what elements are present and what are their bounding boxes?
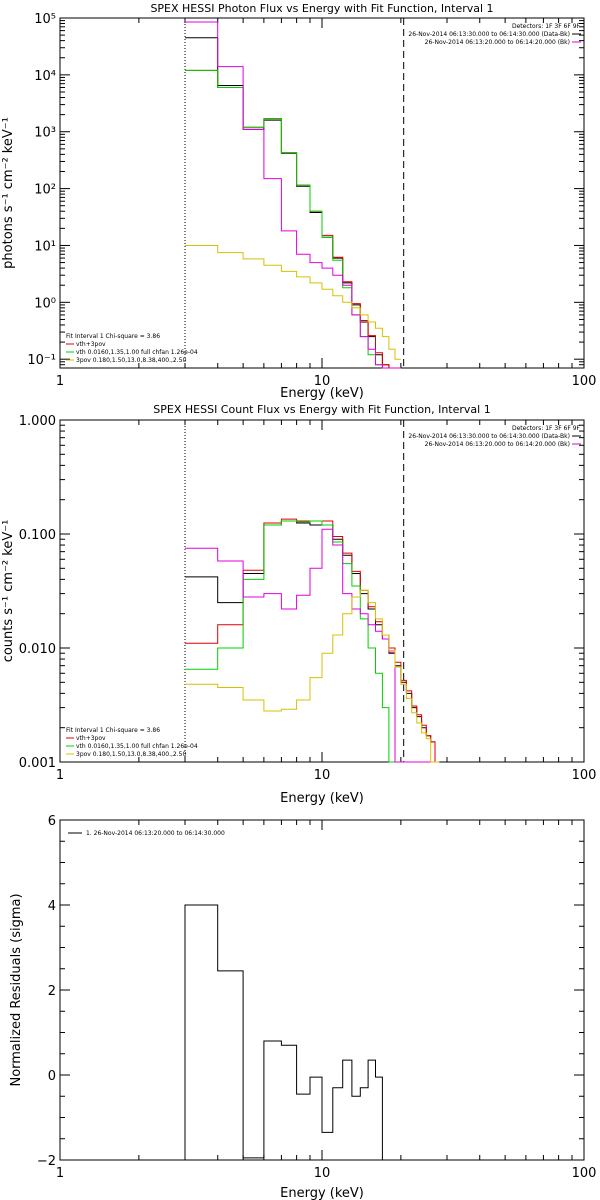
photon-series-red-line (185, 69, 401, 369)
count-series-black-line (185, 520, 440, 763)
photon-legend-entry: Fit Interval 1 Chi-square = 3.86 (66, 333, 160, 340)
photon-x-axis-label: Energy (keV) (280, 386, 364, 401)
count-chart: SPEX HESSI Count Flux vs Energy with Fit… (1, 403, 596, 806)
resid-y-tick-label: 2 (48, 984, 56, 999)
photon-y-tick-label: 10¹ (34, 239, 56, 254)
resid-y-tick-label: 6 (48, 814, 56, 829)
resid-y-axis-label: Normalized Residuals (sigma) (9, 893, 24, 1086)
count-series-yellow-line (185, 589, 440, 763)
photon-x-tick-label: 10 (314, 374, 331, 389)
count-y-tick-label: 0.001 (19, 756, 56, 771)
count-legend-entry: vth+3pov (76, 735, 106, 742)
count-y-tick-label: 1.000 (19, 414, 56, 429)
photon-y-tick-label: 10³ (34, 126, 56, 141)
resid-y-tick-label: 0 (48, 1069, 56, 1084)
photon-title: SPEX HESSI Photon Flux vs Energy with Fi… (150, 2, 493, 15)
count-x-tick-label: 1 (56, 768, 64, 783)
count-x-tick-label: 100 (572, 768, 597, 783)
photon-y-tick-label: 10⁵ (34, 12, 56, 27)
photon-legend-entry: 26-Nov-2014 06:13:30.000 to 06:14:30.000… (408, 31, 570, 38)
count-plot-frame (59, 419, 585, 763)
photon-series-yellow-line (185, 245, 401, 360)
photon-series-magenta-line (185, 21, 401, 369)
count-x-axis-label: Energy (keV) (280, 791, 364, 806)
resid-x-axis-label: Energy (keV) (280, 1186, 364, 1200)
photon-legend-entry: 26-Nov-2014 06:13:20.000 to 06:14:20.000… (425, 39, 570, 46)
photon-y-axis-label: photons s⁻¹ cm⁻² keV⁻¹ (1, 117, 16, 269)
count-legend-entry: 3pov 0.180,1.50,13.0,8.38,400.,2.50 (76, 751, 186, 758)
resid-x-tick-label: 100 (572, 1166, 597, 1181)
count-legend-entry: 26-Nov-2014 06:13:20.000 to 06:14:20.000… (425, 441, 570, 448)
count-title: SPEX HESSI Count Flux vs Energy with Fit… (153, 403, 490, 416)
photon-legend-entry: 3pov 0.180,1.50,13.0,8.38,400.,2.50 (76, 357, 186, 364)
count-series-magenta-line (185, 528, 440, 763)
photon-y-tick-label: 10⁰ (34, 296, 56, 311)
photon-legend-entry: vth 0.0160,1.35,1.00 full chfan 1.26e-04 (76, 349, 198, 356)
photon-y-tick-label: 10⁻¹ (27, 353, 56, 368)
photon-chart: SPEX HESSI Photon Flux vs Energy with Fi… (1, 2, 596, 401)
resid-y-tick-label: 4 (48, 899, 56, 914)
photon-legend-detectors: Detectors: 1F 3F 6F 9F (512, 23, 581, 30)
count-y-tick-label: 0.100 (19, 528, 56, 543)
resid-legend-entry: 1. 26-Nov-2014 06:13:20.000 to 06:14:30.… (86, 830, 225, 837)
photon-plot-frame (59, 17, 585, 369)
resid-series-black-line (184, 904, 401, 1161)
count-legend-entry: Fit Interval 1 Chi-square = 3.86 (66, 727, 160, 734)
count-legend-entry: 26-Nov-2014 06:13:30.000 to 06:14:30.000… (408, 433, 570, 440)
count-y-axis-label: counts s⁻¹ cm⁻² keV⁻¹ (1, 520, 16, 663)
photon-x-tick-label: 1 (56, 374, 64, 389)
photon-y-tick-label: 10² (34, 183, 56, 198)
resid-x-tick-label: 1 (56, 1166, 64, 1181)
count-series-red-line (185, 518, 440, 763)
count-series-green-line (185, 520, 440, 763)
resid-y-tick-label: −2 (37, 1154, 56, 1169)
count-y-tick-label: 0.010 (19, 642, 56, 657)
photon-x-tick-label: 100 (572, 374, 597, 389)
count-x-tick-label: 10 (314, 768, 331, 783)
count-legend-detectors: Detectors: 1F 3F 6F 9F (512, 425, 581, 432)
photon-legend-entry: vth+3pov (76, 341, 106, 348)
resid-chart: Energy (keV) Normalized Residuals (sigma)… (9, 814, 596, 1200)
count-legend-entry: vth 0.0160,1.35,1.00 full chfan 1.26e-04 (76, 743, 198, 750)
photon-y-tick-label: 10⁴ (34, 69, 56, 84)
resid-x-tick-label: 10 (314, 1166, 331, 1181)
